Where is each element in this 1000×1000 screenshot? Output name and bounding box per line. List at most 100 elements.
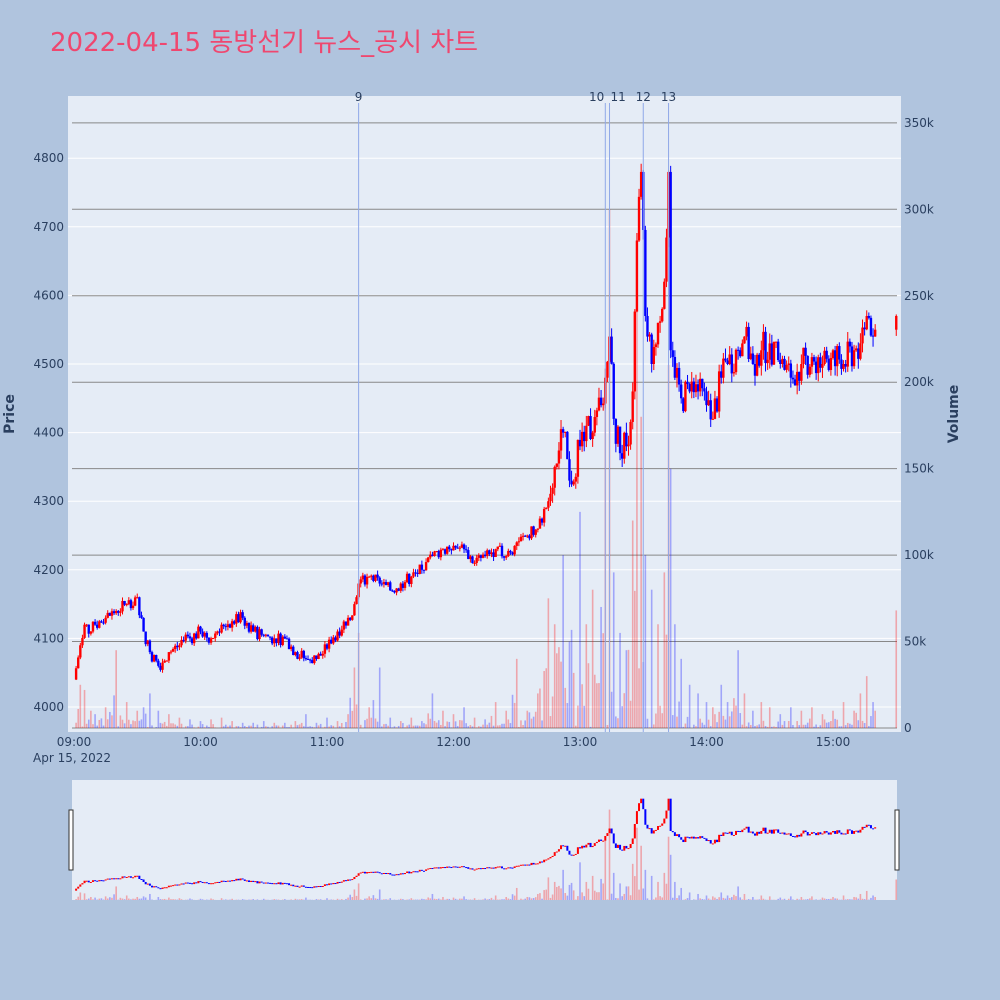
volume-bar — [821, 714, 824, 728]
volume-bar — [265, 726, 267, 728]
volume-bar — [756, 725, 758, 728]
slider-volume-bar — [705, 895, 708, 900]
candle-body — [743, 336, 746, 344]
slider-candle — [441, 867, 444, 869]
volume-bar — [239, 727, 242, 728]
slider-volume-bar — [720, 892, 723, 900]
event-label: 13 — [661, 90, 676, 104]
slider-volume-bar — [870, 897, 872, 900]
volume-bar — [81, 726, 84, 728]
volume-bar — [199, 721, 202, 728]
slider-candle — [644, 809, 647, 825]
volume-bar — [463, 707, 465, 728]
slider-candle — [146, 883, 149, 885]
slider-volume-bar — [376, 898, 379, 900]
volume-bar — [714, 714, 716, 728]
slider-candle — [699, 836, 702, 839]
slider-candle — [96, 880, 99, 882]
slider-candle — [285, 883, 288, 885]
volume-bar — [444, 726, 446, 728]
volume-bar — [349, 697, 351, 728]
volume-bar — [804, 724, 807, 728]
slider-volume-bar — [659, 896, 661, 900]
candle-body — [570, 480, 573, 485]
slider-volume-bar — [768, 896, 771, 900]
slider-candle — [294, 885, 297, 887]
slider-volume-bar — [646, 898, 649, 900]
candle-body — [523, 535, 527, 537]
slider-volume-bar — [532, 898, 535, 900]
volume-bar — [543, 671, 545, 728]
slider-volume-bar — [515, 887, 518, 900]
volume-bar — [574, 725, 577, 728]
volume-bar — [659, 705, 661, 728]
candle-body — [715, 398, 719, 412]
volume-bar — [638, 668, 640, 728]
slider-candle — [517, 865, 520, 867]
slider-volume-bar — [572, 890, 575, 900]
main-plot-area[interactable] — [68, 96, 901, 732]
slider-candle — [604, 835, 607, 841]
time-tick-label: 14:00 — [689, 735, 724, 749]
slider-candle — [606, 833, 609, 836]
candle-body — [658, 321, 662, 323]
volume-bar — [652, 724, 655, 728]
slider-volume-bar — [298, 899, 301, 900]
volume-bar — [863, 722, 866, 728]
slider-candle — [167, 885, 170, 888]
volume-bar — [600, 606, 602, 728]
volume-bar — [764, 725, 767, 728]
slider-volume-bar — [83, 893, 86, 900]
range-slider-left-handle[interactable] — [68, 809, 74, 871]
candle-body — [395, 588, 398, 593]
candle-body — [258, 629, 261, 640]
slider-volume-bar — [551, 894, 554, 900]
volume-bar — [174, 724, 176, 728]
candle-body — [418, 564, 421, 574]
slider-candle — [791, 835, 794, 837]
slider-candle — [271, 883, 274, 885]
slider-volume-bar — [484, 898, 486, 900]
slider-volume-bar — [210, 898, 212, 900]
slider-candle — [113, 878, 116, 880]
volume-bar — [518, 726, 520, 728]
volume-bar — [865, 676, 868, 728]
volume-bar — [381, 726, 383, 728]
slider-volume-bar — [212, 899, 214, 900]
candle-body — [163, 660, 166, 663]
slider-candle — [157, 887, 160, 889]
slider-candle — [697, 837, 700, 839]
slider-candle — [422, 870, 425, 872]
slider-candle — [406, 871, 409, 874]
candle-body — [798, 371, 801, 381]
time-tick-label: 12:00 — [436, 735, 471, 749]
slider-volume-bar — [676, 898, 678, 900]
candle-body — [623, 432, 626, 459]
volume-bar — [598, 683, 600, 728]
volume-bar — [726, 702, 729, 728]
volume-bar — [505, 710, 508, 728]
candle-body — [665, 237, 668, 282]
slider-candle — [119, 878, 122, 880]
volume-bar — [180, 723, 183, 728]
slider-volume-bar — [368, 896, 370, 900]
volume-bar — [134, 721, 136, 728]
slider-candle — [522, 864, 525, 866]
candle-body — [793, 379, 797, 386]
slider-volume-bar — [741, 899, 744, 900]
slider-candle — [787, 833, 790, 835]
slider-candle — [222, 880, 225, 882]
candle-body — [351, 615, 354, 620]
slider-candle — [690, 836, 693, 839]
candle-body — [606, 361, 609, 378]
volume-bar — [676, 716, 678, 728]
slider-volume-bar — [87, 898, 90, 900]
volume-bar — [128, 719, 130, 728]
candle-body — [713, 398, 717, 419]
slider-candle — [298, 886, 301, 888]
slider-candle — [737, 830, 740, 832]
volume-bar — [684, 723, 687, 728]
slider-candle — [279, 882, 282, 885]
range-slider[interactable] — [72, 780, 897, 900]
range-slider-right-handle[interactable] — [894, 809, 900, 871]
